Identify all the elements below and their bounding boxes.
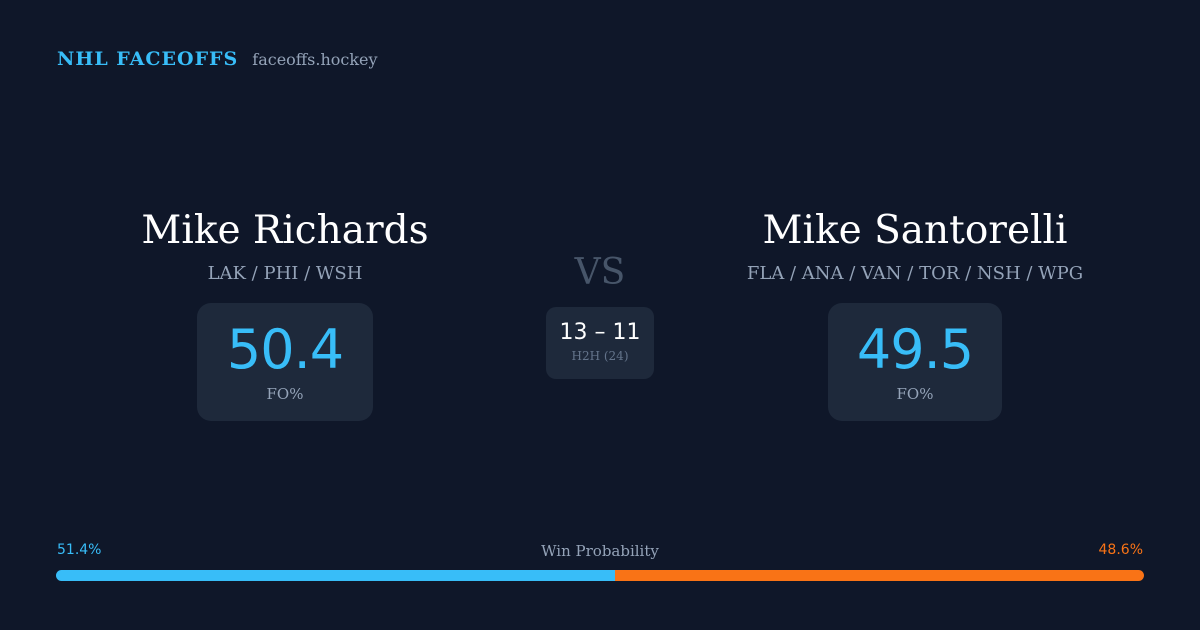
brand-logo-text[interactable]: NHL FACEOFFS (57, 48, 239, 70)
faceoff-label-left: FO% (266, 385, 304, 403)
site-domain[interactable]: faceoffs.hockey (252, 50, 378, 69)
versus-label: VS (574, 252, 626, 293)
head-to-head-score: 13 – 11 (559, 320, 641, 345)
player-card-right: Mike Santorelli FLA / ANA / VAN / TOR / … (705, 205, 1125, 421)
player-teams-right: FLA / ANA / VAN / TOR / NSH / WPG (746, 263, 1084, 284)
faceoff-stat-box-left: 50.4 FO% (197, 303, 373, 421)
player-name-right: Mike Santorelli (762, 208, 1068, 253)
win-probability-bar (56, 570, 1144, 581)
win-probability-fill-right (615, 570, 1144, 581)
faceoff-label-right: FO% (896, 385, 934, 403)
faceoff-percentage-left: 50.4 (226, 318, 344, 381)
faceoff-percentage-right: 49.5 (856, 318, 974, 381)
player-name-left: Mike Richards (141, 208, 429, 253)
head-to-head-box: 13 – 11 H2H (24) (546, 307, 654, 379)
win-probability-labels: 51.4% Win Probability 48.6% (57, 542, 1143, 562)
player-teams-left: LAK / PHI / WSH (207, 263, 363, 284)
faceoff-stat-box-right: 49.5 FO% (828, 303, 1002, 421)
win-probability-right: 48.6% (1098, 542, 1143, 558)
player-card-left: Mike Richards LAK / PHI / WSH 50.4 FO% (75, 205, 495, 421)
win-probability-left: 51.4% (57, 542, 102, 558)
head-to-head-label: H2H (24) (571, 349, 629, 363)
site-header: NHL FACEOFFS faceoffs.hockey (57, 48, 378, 70)
win-probability-title: Win Probability (541, 542, 659, 560)
win-probability-fill-left (56, 570, 616, 581)
